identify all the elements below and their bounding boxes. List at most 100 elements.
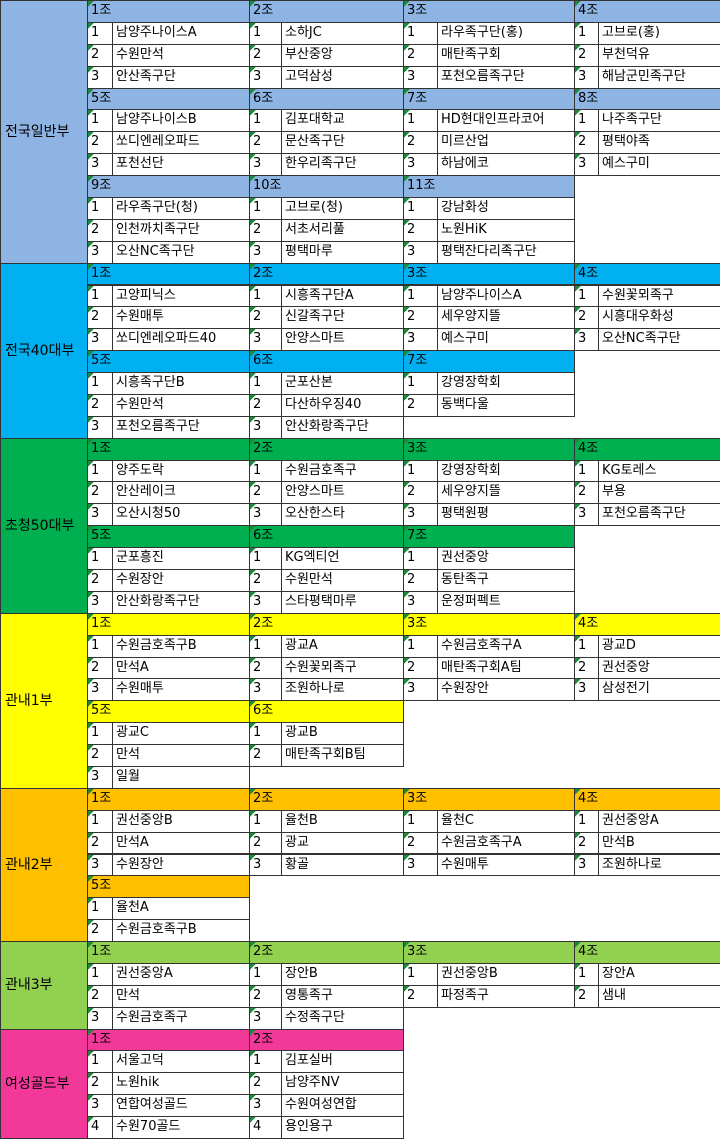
team-number: 2: [403, 656, 438, 680]
team-name: 수원금호족구A: [437, 634, 575, 658]
group-header: 5조: [87, 87, 250, 111]
group-header: 5조: [87, 525, 250, 549]
team-name: 남양주나이스B: [112, 109, 250, 133]
team-name: 라우족구단(홍): [437, 21, 575, 45]
team-name: 시흥대우화성: [598, 306, 720, 330]
team-number: 3: [403, 153, 438, 177]
team-number: 3: [249, 328, 282, 352]
team-name: KG엑티언: [281, 547, 404, 570]
group-header: 2조: [249, 1028, 404, 1052]
team-name: 일월: [112, 765, 250, 789]
team-name: 고덕삼성: [281, 65, 404, 89]
team-number: 2: [87, 1072, 113, 1096]
team-name: 고양피닉스: [112, 284, 250, 308]
team-name: 만석: [112, 744, 250, 767]
team-number: 4: [249, 1116, 282, 1139]
team-number: 3: [249, 65, 282, 89]
team-name: 매탄족구회: [437, 43, 575, 67]
team-number: 3: [87, 328, 113, 352]
team-name: 수원만석: [281, 569, 404, 592]
team-name: 남양주나이스A: [437, 284, 575, 308]
team-number: 2: [574, 831, 599, 855]
team-name: 서초서리풀: [281, 218, 404, 242]
team-name: 안산족구단: [112, 65, 250, 89]
team-name: 포천오름족구단: [112, 415, 250, 439]
team-name: 수원꽃뫼족구: [598, 284, 720, 308]
team-number: 1: [87, 547, 113, 570]
team-name: 권선중앙A: [112, 962, 250, 986]
team-number: 1: [87, 109, 113, 133]
team-number: 3: [574, 328, 599, 352]
team-name: 수원만석: [112, 43, 250, 67]
team-number: 1: [249, 109, 282, 133]
team-name: 권선중앙B: [437, 962, 575, 986]
team-name: 안산레이크: [112, 481, 250, 505]
team-number: 2: [87, 43, 113, 67]
team-name: 파정족구: [437, 984, 575, 1008]
team-name: 샘내: [598, 984, 720, 1008]
group-header: 2조: [249, 437, 404, 461]
team-number: 2: [403, 306, 438, 330]
team-number: 3: [574, 65, 599, 89]
team-number: 1: [249, 722, 282, 746]
team-number: 1: [403, 634, 438, 658]
group-header: 2조: [249, 0, 404, 23]
team-number: 1: [574, 109, 599, 133]
team-number: 1: [87, 962, 113, 986]
team-number: 1: [87, 1050, 113, 1074]
team-number: 3: [403, 328, 438, 352]
group-header: 2조: [249, 262, 404, 286]
team-number: 3: [249, 678, 282, 702]
team-name: 남양주나이스A: [112, 21, 250, 45]
team-number: 1: [403, 547, 438, 570]
team-number: 2: [403, 393, 438, 417]
team-name: 만석A: [112, 656, 250, 680]
team-name: 용인용구: [281, 1116, 404, 1139]
team-number: 1: [574, 284, 599, 308]
team-number: 2: [87, 831, 113, 855]
team-number: 1: [87, 196, 113, 220]
team-name: 장안B: [281, 962, 404, 986]
team-number: 2: [249, 744, 282, 767]
team-number: 1: [87, 809, 113, 833]
division-name: 관내3부: [0, 941, 88, 1030]
team-name: 오산NC족구단: [112, 240, 250, 264]
team-number: 2: [574, 984, 599, 1008]
team-name: 율천B: [281, 809, 404, 833]
division-name: 관내1부: [0, 612, 88, 789]
team-number: 2: [249, 218, 282, 242]
team-name: 문산족구단: [281, 131, 404, 155]
team-number: 1: [574, 962, 599, 986]
team-number: 1: [574, 459, 599, 483]
team-name: 광교C: [112, 722, 250, 746]
team-name: HD현대인프라코어: [437, 109, 575, 133]
team-name: 김포대학교: [281, 109, 404, 133]
group-header: 3조: [403, 262, 575, 286]
team-name: 스타평택마루: [281, 590, 404, 614]
team-name: 안산화랑족구단: [112, 590, 250, 614]
team-number: 2: [87, 393, 113, 417]
team-name: 장안A: [598, 962, 720, 986]
team-number: 1: [87, 372, 113, 395]
team-number: 2: [403, 218, 438, 242]
team-number: 2: [574, 131, 599, 155]
team-number: 2: [574, 306, 599, 330]
team-name: 수원장안: [112, 569, 250, 592]
team-number: 3: [87, 1006, 113, 1030]
team-name: 안양스마트: [281, 328, 404, 352]
team-name: 부용: [598, 481, 720, 505]
team-name: 시흥족구단A: [281, 284, 404, 308]
team-name: 율천A: [112, 897, 250, 921]
team-name: 부천덕유: [598, 43, 720, 67]
team-number: 2: [403, 984, 438, 1008]
team-number: 2: [403, 43, 438, 67]
team-number: 1: [87, 21, 113, 45]
group-header: 1조: [87, 262, 250, 286]
team-name: 세우양지뜰: [437, 306, 575, 330]
team-number: 3: [87, 765, 113, 789]
group-header: 1조: [87, 0, 250, 23]
team-number: 2: [87, 218, 113, 242]
division-name: 초청50대부: [0, 437, 88, 614]
team-name: 수원금호족구A: [437, 831, 575, 855]
team-number: 2: [249, 481, 282, 505]
